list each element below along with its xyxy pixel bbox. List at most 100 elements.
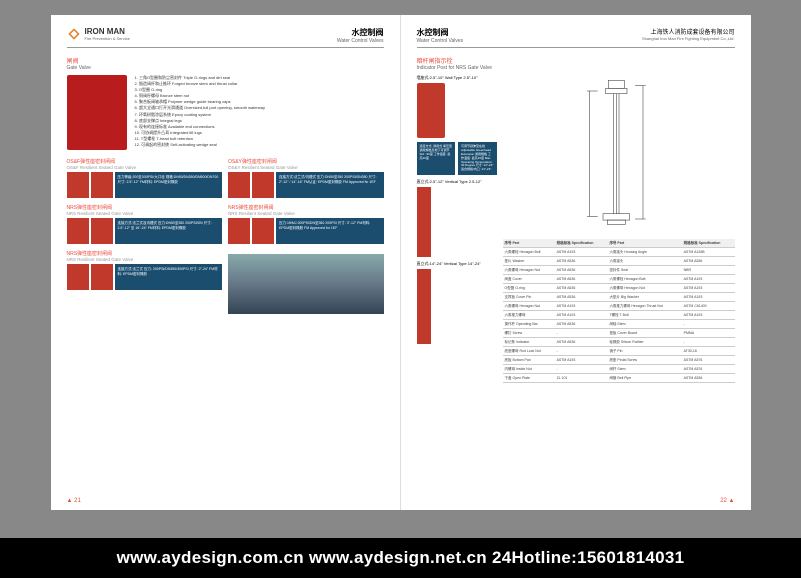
right-content: 墙座式:2.5"-10" Wall Type 2.5"-10" 连接方式: 通用…	[417, 75, 735, 383]
table-cell: 标记条 Indicator	[503, 338, 555, 347]
gate-valve-section: 1. 三角O型圈和防尘密封件 Triple O-rings and dirt s…	[67, 75, 384, 150]
table-cell: 硅橡胶 Silicon Rubber	[607, 338, 681, 347]
table-header: 规格标准 Specification	[555, 239, 608, 248]
feature-item: 9. 现有的连接标准 Available end connections	[135, 124, 266, 130]
product-osf: OS&F弹性座密封闸阀 OS&F Resilient Seated Gate V…	[67, 158, 223, 198]
table-row: 六角螺母 Hexagon NutASTM A193六角推力螺母 Hexagon …	[503, 302, 735, 311]
table-row: 底座螺母 Rod Lock Nut-销子 PinAT30-16	[503, 347, 735, 356]
table-cell: 底座 Pedal Screw	[607, 356, 681, 365]
vertical-post-image-2	[417, 269, 431, 344]
right-header: 水控制阀 Water Control Valves 上海铁人消防成套设备有限公司…	[417, 27, 735, 48]
table-cell: 六角螺母 Hexagon Nut	[607, 284, 681, 293]
technical-drawing	[503, 75, 735, 235]
header-title-en: Water Control Valves	[417, 38, 464, 44]
header-title: 水控制阀 Water Control Valves	[337, 27, 384, 44]
feature-item: 2. 锻造阀杆和止推环 Forged bronze stem and thrus…	[135, 81, 266, 87]
table-cell: 阀杆 Stem	[607, 365, 681, 374]
table-row: 标记条 IndicatorASTM A536硅橡胶 Silicon Rubber…	[503, 338, 735, 347]
table-cell: 垫板 Cover Board	[607, 329, 681, 338]
table-cell: 销子 Pin	[607, 347, 681, 356]
gate-valve-title-en: Gate Valve	[67, 65, 384, 71]
indicator-title-cn: 暗杆闸指示栓	[417, 56, 735, 65]
table-cell: 六角螺栓 Hexagon Bolt	[503, 248, 555, 257]
valve-icon	[91, 264, 113, 290]
product-title-cn: NRS弹性座密封闸阀	[67, 204, 223, 211]
posts-column: 墙座式:2.5"-10" Wall Type 2.5"-10" 连接方式: 通用…	[417, 75, 497, 383]
header-title-en: Water Control Valves	[337, 38, 384, 44]
valve-icon	[67, 218, 89, 244]
table-cell: 底板 Bottom Pan	[503, 356, 555, 365]
product-title-cn: OS&F弹性座密封闸阀	[67, 158, 223, 165]
table-cell: 六角接头 Housing Angle	[607, 248, 681, 257]
header-title-right: 水控制阀 Water Control Valves	[417, 27, 464, 44]
footer-banner: www.aydesign.com.cn www.aydesign.net.cn …	[0, 538, 801, 578]
table-cell: PMMA	[682, 329, 735, 338]
table-header: 规格标准 Specification	[682, 239, 735, 248]
table-row: 内螺母 Inside Nut-阀杆 StemASTM A576	[503, 365, 735, 374]
table-cell: AT30-16	[682, 347, 735, 356]
feature-item: 3. O型圈 O-ring	[135, 87, 266, 93]
spec-boxes: 连接方式: 通用式 承压型 通用规格及地下可调节 Std.: 90度 工作温度:…	[417, 142, 497, 175]
wall-indicator-image	[417, 83, 445, 138]
valve-icon	[67, 264, 89, 290]
parts-table: 序号 Part规格标准 Specification序号 Part规格标准 Spe…	[503, 239, 735, 383]
table-cell: ASTM A193	[682, 275, 735, 284]
table-cell: ASTM A193	[682, 293, 735, 302]
indicator-title-en: Indicator Post for NRS Gate Valve	[417, 65, 735, 71]
table-cell: ASTM A193	[682, 284, 735, 293]
valve-icon	[91, 218, 113, 244]
table-cell: ASTM A536	[555, 284, 608, 293]
product-title-cn: NRS弹性座密封闸阀	[228, 204, 384, 211]
feature-item: 7. 环氧树脂涂层系统 Epoxy coating system	[135, 112, 266, 118]
table-cell: ASTM A536	[555, 338, 608, 347]
page-num-value: 21	[74, 498, 81, 504]
product-row-2: NRS弹性座密封闸阀 NRS Resilient Seated Gate Val…	[67, 204, 384, 244]
table-cell: 六角螺母 Hexagon Nut	[503, 266, 555, 275]
product-nrs2: NRS弹性座密封闸阀 NRS Resilient Seated Gate Val…	[228, 204, 384, 244]
table-row: 阀盖 CoverASTM A536六角螺栓 Hexagon BoltASTM A…	[503, 275, 735, 284]
vertical-post-image-1	[417, 187, 431, 257]
table-cell: ASTM A536	[555, 266, 608, 275]
right-page: 水控制阀 Water Control Valves 上海铁人消防成套设备有限公司…	[401, 15, 751, 510]
table-row: 支撑板 Cover PinASTM A536大垫片 Big WasherASTM…	[503, 293, 735, 302]
table-cell: 下盖 Open Plate	[503, 374, 555, 383]
table-cell: ASTM A193	[555, 302, 608, 311]
table-cell: ASTM A536	[555, 293, 608, 302]
company-en: Shanghai Iron Man Fire Fighting Equipmen…	[642, 36, 735, 41]
spec-box: 压力等级:200至300PSI/大口径 规格:DN50/DN350/DN500/…	[115, 172, 223, 198]
table-cell: ASTM A576	[682, 365, 735, 374]
table-cell: -	[555, 347, 608, 356]
spec-section: 连接方式: 通用式 承压型 通用规格及地下可调节 Std.: 90度 工作温度:…	[417, 142, 497, 175]
table-cell: 阀轴 Stem	[607, 320, 681, 329]
table-cell: ASTM A193	[555, 248, 608, 257]
feature-item: 11. T型螺栓 T-head bolt retention	[135, 136, 266, 142]
table-cell: T螺栓 T Bolt	[607, 311, 681, 320]
product-title-en: NRS Resilient Seated Gate Valve	[67, 211, 223, 216]
table-cell: 操作杆 Operating Bar	[503, 320, 555, 329]
product-title-cn: OS&Y弹性座密封闸阀	[228, 158, 384, 165]
table-row: 垫片 WasherASTM A536六角接头ASTM A536	[503, 257, 735, 266]
catalog-spread: IRON MAN Fire Prevention & Service 水控制阀 …	[51, 15, 751, 510]
table-cell: 六角推力螺母	[503, 311, 555, 320]
header-title-cn: 水控制阀	[337, 27, 384, 38]
table-cell: 六角螺栓 Hexagon Bolt	[607, 275, 681, 284]
cityscape-image	[228, 254, 384, 314]
spec-box: 连接方式:法兰式及沟槽式 压力:DN50至350 200PSI/DN 尺寸: 2…	[115, 218, 223, 244]
vert-type-label: 直立式:2.5"-12" Vertical Type 2.5-12"	[417, 179, 497, 185]
product-osy: OS&Y弹性座密封闸阀 OS&Y Resilient Seated Gate V…	[228, 158, 384, 198]
spec-box: 压力:1ft/MJ 200PSI/DN至350 200PSI 尺寸: 3"-12…	[276, 218, 384, 244]
spec-box: 连接方式:法兰式 压力: 200PSI/DN350/300PSI 尺寸: 2"-…	[115, 264, 223, 290]
valve-icon	[252, 172, 274, 198]
company-cn: 上海铁人消防成套设备有限公司	[642, 27, 735, 36]
table-cell: -	[682, 338, 735, 347]
indicator-title: 暗杆闸指示栓 Indicator Post for NRS Gate Valve	[417, 56, 735, 71]
product-nrs3: NRS弹性座密封闸阀 NRS Resilient Seated Gate Val…	[67, 250, 223, 314]
brand-name: IRON MAN	[85, 27, 130, 36]
table-cell: 支撑板 Cover Pin	[503, 293, 555, 302]
feature-item: 10. 可协调提升凸耳 Integrated lift lugs	[135, 130, 266, 136]
table-cell: ASTM A536	[555, 275, 608, 284]
table-cell: 阀盖 Cover	[503, 275, 555, 284]
header-title-cn: 水控制阀	[417, 27, 464, 38]
gate-valve-features: 1. 三角O型圈和防尘密封件 Triple O-rings and dirt s…	[135, 75, 266, 150]
table-cell: ASTM C61400	[682, 302, 735, 311]
